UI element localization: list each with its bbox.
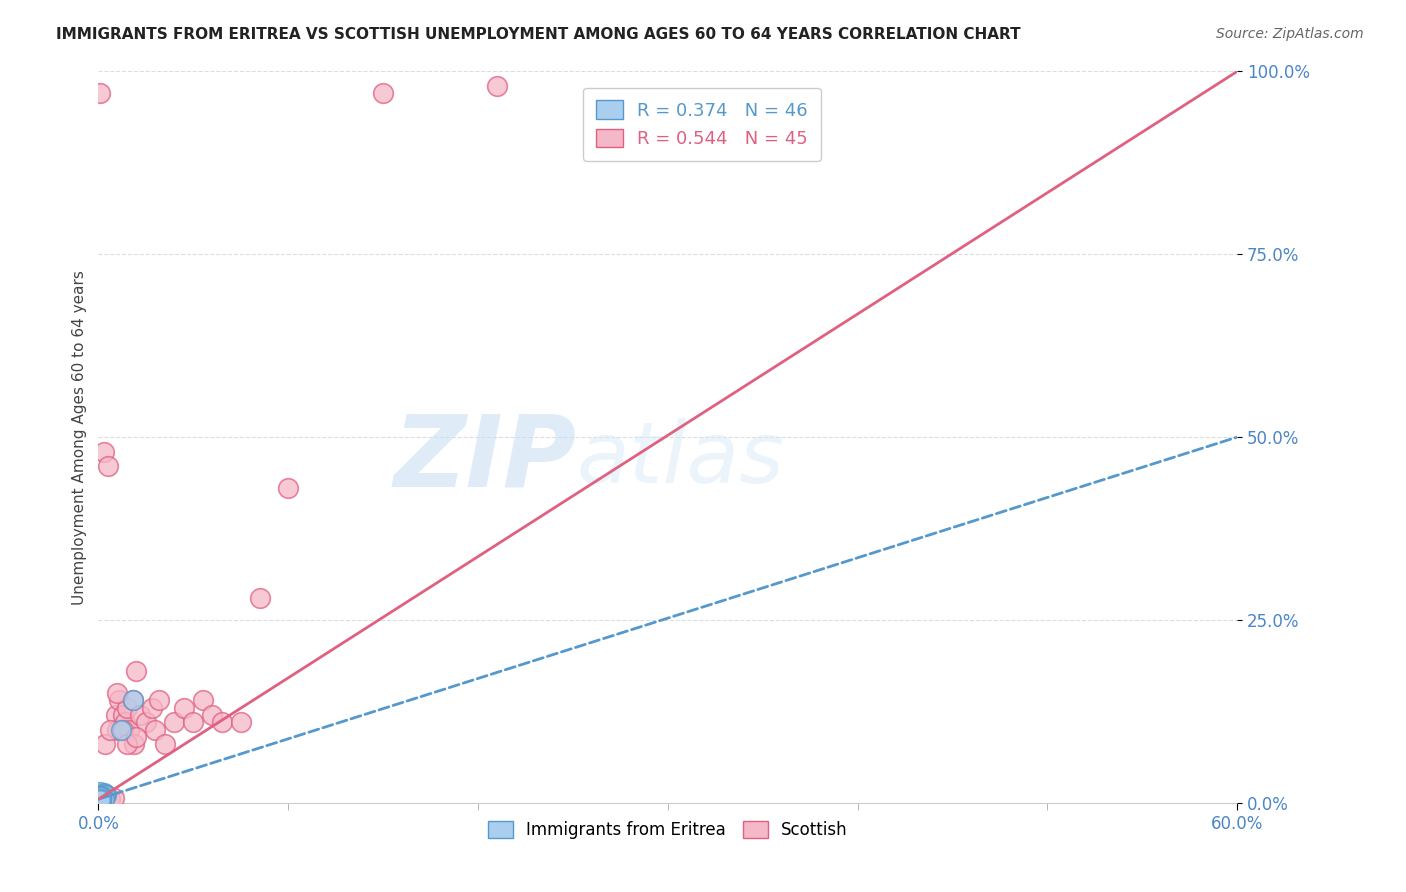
Point <box>141 700 163 714</box>
Point <box>90 789 112 804</box>
Text: IMMIGRANTS FROM ERITREA VS SCOTTISH UNEMPLOYMENT AMONG AGES 60 TO 64 YEARS CORRE: IMMIGRANTS FROM ERITREA VS SCOTTISH UNEM… <box>56 27 1021 42</box>
Point <box>125 664 148 678</box>
Text: ZIP: ZIP <box>394 410 576 508</box>
Point <box>201 708 224 723</box>
Point <box>93 786 115 800</box>
Point <box>249 591 271 605</box>
Point <box>89 792 111 806</box>
Point <box>103 791 125 805</box>
Y-axis label: Unemployment Among Ages 60 to 64 years: Unemployment Among Ages 60 to 64 years <box>72 269 87 605</box>
Point <box>97 459 120 474</box>
Point <box>91 791 114 805</box>
Point <box>90 789 112 804</box>
Point <box>90 788 112 802</box>
Point <box>135 715 157 730</box>
Point <box>229 715 252 730</box>
Point <box>121 693 143 707</box>
Point <box>94 789 117 803</box>
Point <box>93 789 115 804</box>
Point <box>129 708 152 723</box>
Point <box>90 792 112 806</box>
Text: Source: ZipAtlas.com: Source: ZipAtlas.com <box>1216 27 1364 41</box>
Point <box>145 723 167 737</box>
Point <box>90 793 112 807</box>
Point <box>91 789 114 804</box>
Point <box>90 789 112 804</box>
Point <box>94 787 117 801</box>
Point <box>89 792 111 806</box>
Point <box>91 789 114 804</box>
Point <box>112 723 135 737</box>
Point <box>91 793 114 807</box>
Point <box>94 789 117 803</box>
Point <box>89 791 111 805</box>
Point <box>115 700 138 714</box>
Point <box>89 785 111 799</box>
Point <box>91 790 114 805</box>
Point <box>211 715 233 730</box>
Point <box>91 791 114 805</box>
Point <box>89 789 111 804</box>
Point <box>90 789 112 803</box>
Point <box>90 793 112 807</box>
Point <box>91 792 114 806</box>
Point <box>124 737 146 751</box>
Point <box>89 87 111 101</box>
Legend: Immigrants from Eritrea, Scottish: Immigrants from Eritrea, Scottish <box>481 814 855 846</box>
Point <box>89 791 111 805</box>
Point <box>98 723 121 737</box>
Point <box>90 792 112 806</box>
Point <box>90 792 112 806</box>
Point <box>90 791 112 805</box>
Point <box>90 791 112 805</box>
Point <box>91 789 114 804</box>
Point <box>173 700 195 714</box>
Point <box>91 791 114 805</box>
Point <box>91 790 114 805</box>
Point <box>89 789 111 803</box>
Point <box>89 787 111 801</box>
Point <box>89 793 111 807</box>
Point <box>93 792 115 806</box>
Point <box>91 791 114 805</box>
Point <box>110 723 132 737</box>
Point <box>121 693 143 707</box>
Point <box>371 87 394 101</box>
Point <box>94 737 117 751</box>
Point <box>118 723 141 737</box>
Point <box>191 693 214 707</box>
Point <box>90 789 112 804</box>
Point <box>93 444 115 458</box>
Point <box>125 730 148 744</box>
Point <box>89 791 111 805</box>
Text: atlas: atlas <box>576 417 785 500</box>
Point <box>90 789 112 803</box>
Point <box>89 791 111 805</box>
Point <box>107 686 129 700</box>
Point <box>90 792 112 806</box>
Point <box>98 792 121 806</box>
Point <box>94 789 117 803</box>
Point <box>89 792 111 806</box>
Point <box>115 737 138 751</box>
Point <box>90 791 112 805</box>
Point <box>107 723 129 737</box>
Point <box>90 793 112 807</box>
Point <box>90 793 112 807</box>
Point <box>277 481 299 495</box>
Point <box>486 78 509 93</box>
Point <box>104 708 127 723</box>
Point <box>148 693 170 707</box>
Point <box>90 789 112 804</box>
Point <box>90 793 112 807</box>
Point <box>112 708 135 723</box>
Point <box>163 715 186 730</box>
Point <box>153 737 176 751</box>
Point <box>183 715 205 730</box>
Point <box>114 715 136 730</box>
Point <box>91 789 114 804</box>
Point <box>108 693 131 707</box>
